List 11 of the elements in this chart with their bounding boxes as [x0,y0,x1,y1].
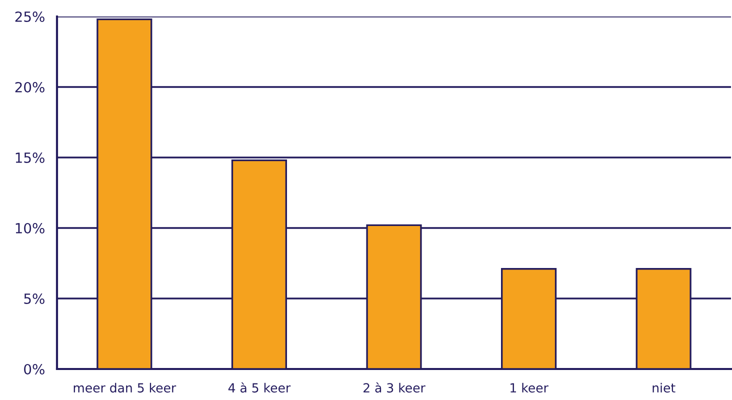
x-tick-label: 1 keer [510,382,548,393]
y-tick-label: 0% [24,364,44,374]
x-tick-label: 2 à 3 keer [364,382,426,393]
x-tick-label: niet [652,382,676,393]
y-tick-label: 20% [15,82,44,92]
y-tick-label: 15% [16,152,44,163]
y-tick-label: 25% [15,11,44,22]
x-tick-label: meer dan 5 keer [74,382,176,393]
y-tick-label: 5% [24,293,44,304]
x-tick-label: 4 à 5 keer [228,382,291,393]
y-tick-label: 10% [16,222,44,234]
